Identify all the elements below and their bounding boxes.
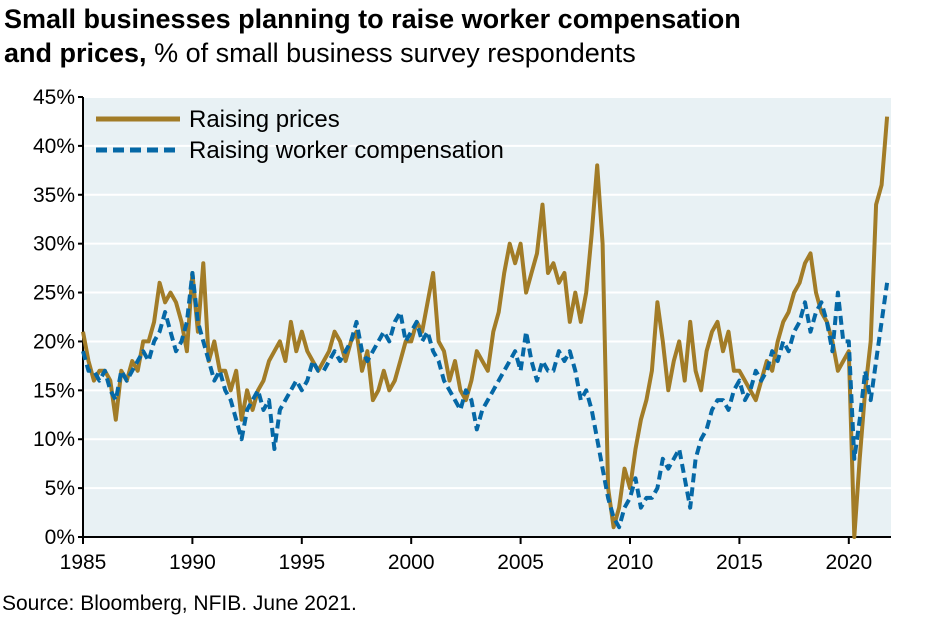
x-tick-label: 2010: [607, 551, 654, 574]
legend-label: Raising worker compensation: [189, 137, 504, 164]
chart-subtitle: % of small business survey respondents: [154, 38, 636, 68]
y-tick-label: 15%: [33, 379, 75, 402]
y-tick-label: 25%: [33, 282, 75, 305]
plot-area: [83, 97, 891, 537]
y-tick-label: 20%: [33, 330, 75, 353]
x-tick-label: 2015: [716, 551, 763, 574]
x-tick-label: 1995: [278, 551, 325, 574]
x-tick-label: 1985: [60, 551, 107, 574]
y-tick-label: 10%: [33, 428, 75, 451]
title-line2: and prices,: [4, 38, 147, 68]
y-tick-label: 5%: [45, 477, 75, 500]
title-line1: Small businesses planning to raise worke…: [4, 4, 741, 34]
series-raising-compensation: [81, 271, 890, 530]
x-tick-label: 1990: [169, 551, 216, 574]
y-tick-label: 40%: [33, 135, 75, 158]
x-tick-label: 2020: [825, 551, 872, 574]
legend-label: Raising prices: [189, 106, 340, 133]
source-note: Source: Bloomberg, NFIB. June 2021.: [2, 592, 357, 615]
y-tick-label: 35%: [33, 184, 75, 207]
y-tick-label: 45%: [33, 86, 75, 109]
y-tick-label: 30%: [33, 233, 75, 256]
x-tick-label: 2000: [388, 551, 435, 574]
series-raising-prices: [81, 116, 890, 539]
y-tick-label: 0%: [45, 526, 75, 549]
x-tick-label: 2005: [497, 551, 544, 574]
chart-title: Small businesses planning to raise worke…: [4, 2, 934, 70]
